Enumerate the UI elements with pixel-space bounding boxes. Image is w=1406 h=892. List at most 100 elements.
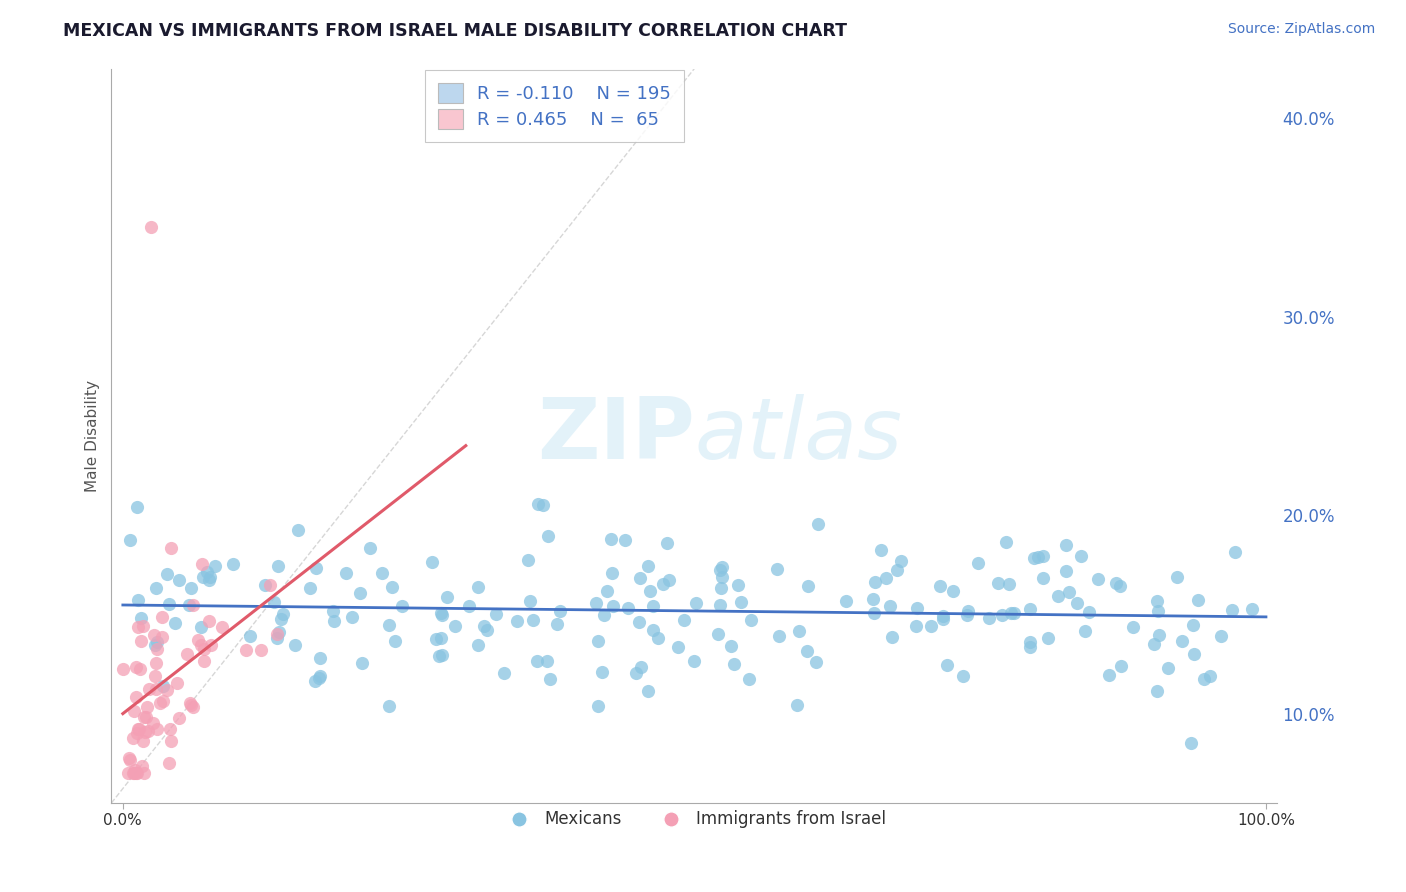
Point [994,535,1017,549]
Point [548,604,571,618]
Point [768,629,790,643]
Point [134,766,156,780]
Point [602,599,624,613]
Point [593,608,616,623]
Point [1108,579,1130,593]
Point [304,674,326,689]
Point [628,615,651,629]
Point [142,716,165,731]
Point [422,555,444,569]
Point [381,580,404,594]
Point [1180,736,1202,750]
Point [198,569,221,583]
Point [124,763,146,777]
Point [157,756,180,770]
Point [1032,572,1054,586]
Point [138,682,160,697]
Point [546,617,568,632]
Point [122,766,145,780]
Point [1070,549,1092,563]
Point [181,700,204,714]
Point [710,582,733,596]
Text: atlas: atlas [695,394,903,477]
Point [952,669,974,683]
Point [936,657,959,672]
Point [1032,549,1054,563]
Point [920,619,942,633]
Point [167,711,190,725]
Point [957,604,980,618]
Point [628,571,651,585]
Point [142,628,165,642]
Point [870,543,893,558]
Point [472,619,495,633]
Point [931,609,953,624]
Point [905,601,928,615]
Point [707,627,730,641]
Point [536,653,558,667]
Point [1087,572,1109,586]
Point [193,641,215,656]
Point [112,662,135,676]
Point [1209,629,1232,643]
Point [1187,593,1209,607]
Point [177,598,200,612]
Point [641,599,664,613]
Point [322,614,344,628]
Point [443,619,465,633]
Point [1166,570,1188,584]
Point [1240,602,1263,616]
Point [591,665,613,679]
Point [1024,550,1046,565]
Point [1105,575,1128,590]
Point [150,609,173,624]
Text: ZIP: ZIP [537,394,695,477]
Point [159,733,181,747]
Point [1171,633,1194,648]
Point [672,614,695,628]
Point [145,722,167,736]
Point [1077,605,1099,619]
Point [187,632,209,647]
Point [655,536,678,550]
Point [249,643,271,657]
Point [1054,564,1077,578]
Point [738,672,761,686]
Point [685,596,707,610]
Point [322,604,344,618]
Point [806,655,828,669]
Point [124,660,146,674]
Point [378,618,401,632]
Point [128,722,150,736]
Point [863,574,886,589]
Point [190,639,212,653]
Point [526,655,548,669]
Point [131,634,153,648]
Point [378,699,401,714]
Point [537,529,560,543]
Point [125,766,148,780]
Point [1192,673,1215,687]
Point [1184,647,1206,661]
Point [266,627,288,641]
Point [160,541,183,555]
Point [990,608,1012,623]
Point [586,633,609,648]
Point [284,638,307,652]
Point [1220,603,1243,617]
Point [727,577,749,591]
Point [1038,631,1060,645]
Point [531,499,554,513]
Point [259,578,281,592]
Point [143,638,166,652]
Y-axis label: Male Disability: Male Disability [86,380,100,491]
Point [1147,627,1170,641]
Legend: Mexicans, Immigrants from Israel: Mexicans, Immigrants from Israel [496,804,893,835]
Point [506,615,529,629]
Point [152,679,174,693]
Point [600,532,623,546]
Point [384,633,406,648]
Point [309,650,332,665]
Point [122,731,145,745]
Point [710,570,733,584]
